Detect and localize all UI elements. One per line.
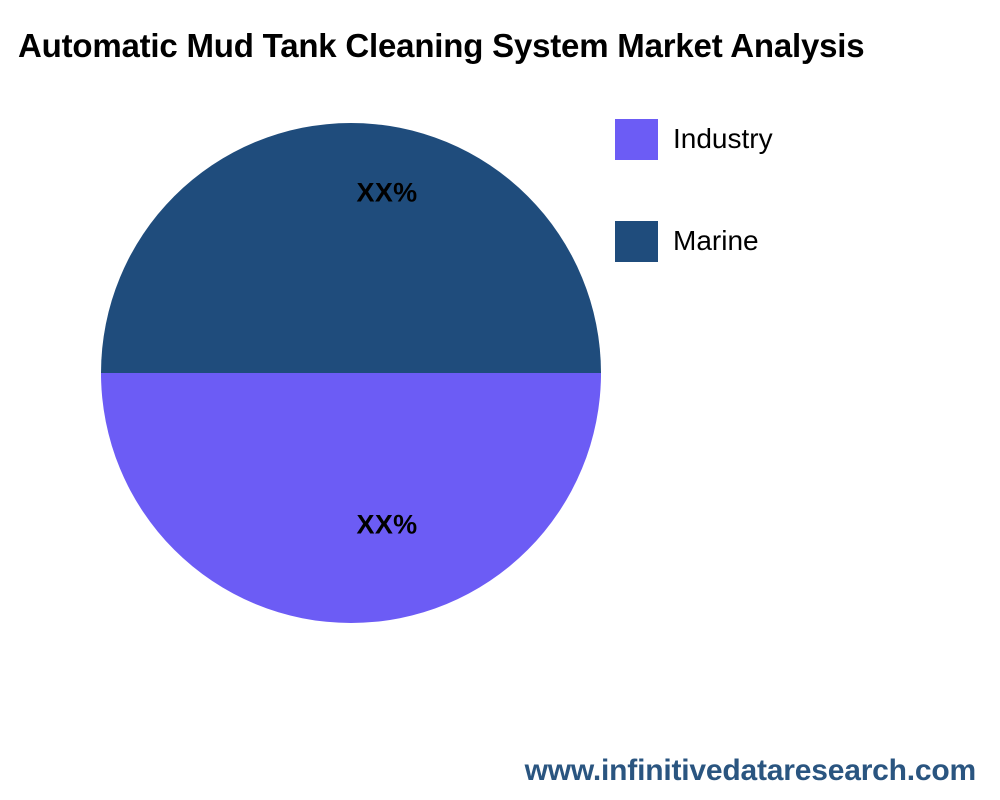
pie-slice-label-marine: XX% — [356, 177, 418, 208]
pie-slice-industry[interactable] — [101, 373, 601, 623]
pie-chart: XX% XX% — [100, 122, 602, 624]
legend-swatch-icon-marine — [615, 221, 658, 262]
legend-label-industry: Industry — [673, 123, 773, 154]
page-title: Automatic Mud Tank Cleaning System Marke… — [18, 27, 865, 64]
legend-item-marine[interactable]: Marine — [615, 221, 975, 323]
source-website-url[interactable]: www.infinitivedataresearch.com — [524, 754, 977, 787]
pie-slice-marine[interactable] — [101, 123, 601, 373]
legend: Industry Marine — [615, 119, 975, 323]
pie-slice-label-industry: XX% — [356, 509, 418, 540]
legend-item-industry[interactable]: Industry — [615, 119, 975, 221]
pie-chart-svg — [101, 123, 601, 623]
legend-label-marine: Marine — [673, 225, 759, 256]
legend-swatch-icon-industry — [615, 119, 658, 160]
